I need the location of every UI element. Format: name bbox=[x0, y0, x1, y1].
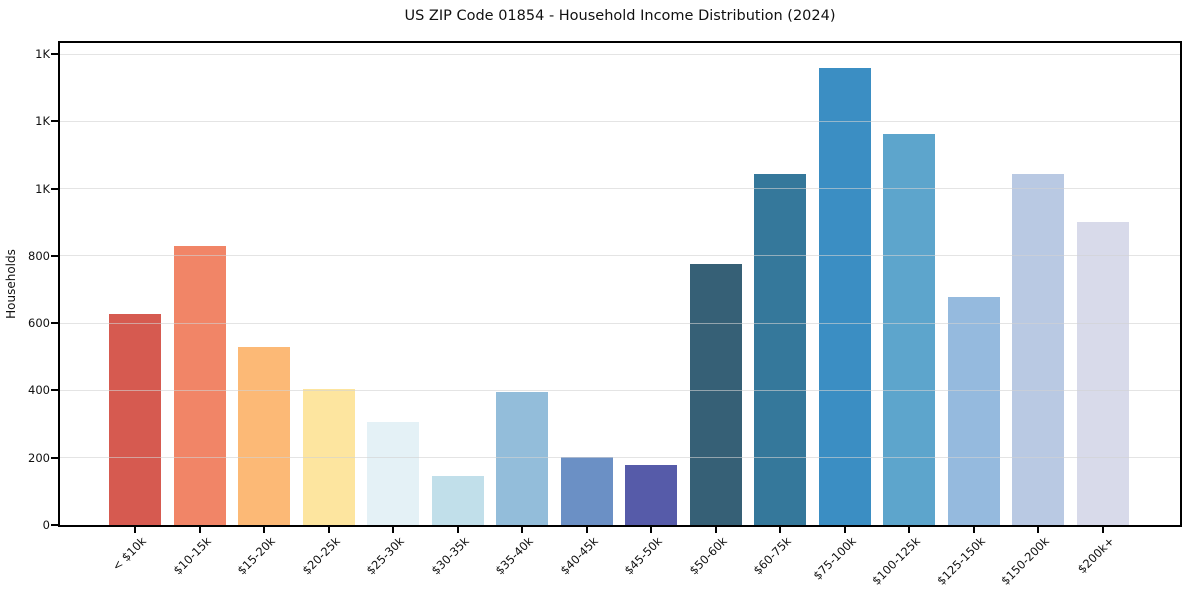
x-tick-mark bbox=[456, 527, 459, 533]
bar bbox=[947, 296, 1000, 525]
x-tick-mark bbox=[972, 527, 975, 533]
y-tick-mark bbox=[51, 322, 58, 325]
bar bbox=[754, 173, 806, 525]
gridline bbox=[60, 322, 1180, 324]
x-tick-mark bbox=[650, 527, 652, 533]
y-tick-label: 1K bbox=[35, 47, 50, 62]
bar bbox=[818, 68, 871, 525]
x-tick-mark bbox=[843, 527, 846, 533]
bar bbox=[560, 456, 613, 525]
y-tick-mark bbox=[51, 53, 58, 56]
x-tick-mark bbox=[263, 527, 265, 533]
x-tick-mark bbox=[585, 527, 588, 533]
y-tick-mark bbox=[51, 187, 58, 190]
y-tick-mark bbox=[51, 456, 58, 459]
x-tick-mark bbox=[908, 527, 910, 533]
bar bbox=[302, 388, 355, 525]
x-tick-mark bbox=[521, 527, 523, 533]
bar bbox=[173, 245, 226, 525]
bar bbox=[883, 133, 935, 525]
x-tick-mark bbox=[779, 527, 781, 533]
gridline bbox=[60, 188, 1180, 190]
x-tick-mark bbox=[392, 527, 394, 533]
bar bbox=[431, 476, 484, 525]
y-tick-mark bbox=[51, 254, 58, 257]
bar bbox=[109, 314, 161, 525]
y-tick-label: 400 bbox=[28, 383, 50, 398]
gridline bbox=[60, 120, 1180, 122]
x-tick-mark bbox=[1037, 527, 1039, 533]
y-tick-mark bbox=[51, 389, 58, 392]
y-tick-label: 1K bbox=[35, 181, 50, 196]
bar bbox=[1012, 173, 1064, 525]
x-tick-mark bbox=[714, 527, 717, 533]
gridline bbox=[60, 53, 1180, 55]
y-tick-mark bbox=[51, 120, 58, 123]
bar bbox=[689, 263, 742, 525]
x-tick-mark bbox=[1101, 527, 1104, 533]
bar bbox=[625, 465, 677, 525]
y-tick-label: 0 bbox=[42, 518, 50, 532]
y-tick-label: 200 bbox=[28, 450, 50, 465]
x-tick-mark bbox=[134, 527, 136, 533]
gridline bbox=[60, 389, 1180, 391]
x-tick-label: < $10k bbox=[109, 534, 149, 574]
plot-area bbox=[58, 41, 1182, 527]
x-tick-mark bbox=[198, 527, 201, 533]
y-tick-mark bbox=[51, 524, 58, 526]
bar bbox=[1076, 221, 1129, 525]
x-tick-mark bbox=[327, 527, 330, 533]
bar bbox=[367, 422, 419, 525]
bar bbox=[238, 346, 290, 525]
bar bbox=[496, 392, 548, 525]
y-tick-label: 1K bbox=[35, 114, 50, 129]
y-tick-label: 600 bbox=[28, 316, 50, 331]
gridline bbox=[60, 457, 1180, 459]
y-tick-label: 800 bbox=[28, 248, 50, 263]
gridline bbox=[60, 255, 1180, 257]
chart-title: US ZIP Code 01854 - Household Income Dis… bbox=[404, 8, 836, 24]
